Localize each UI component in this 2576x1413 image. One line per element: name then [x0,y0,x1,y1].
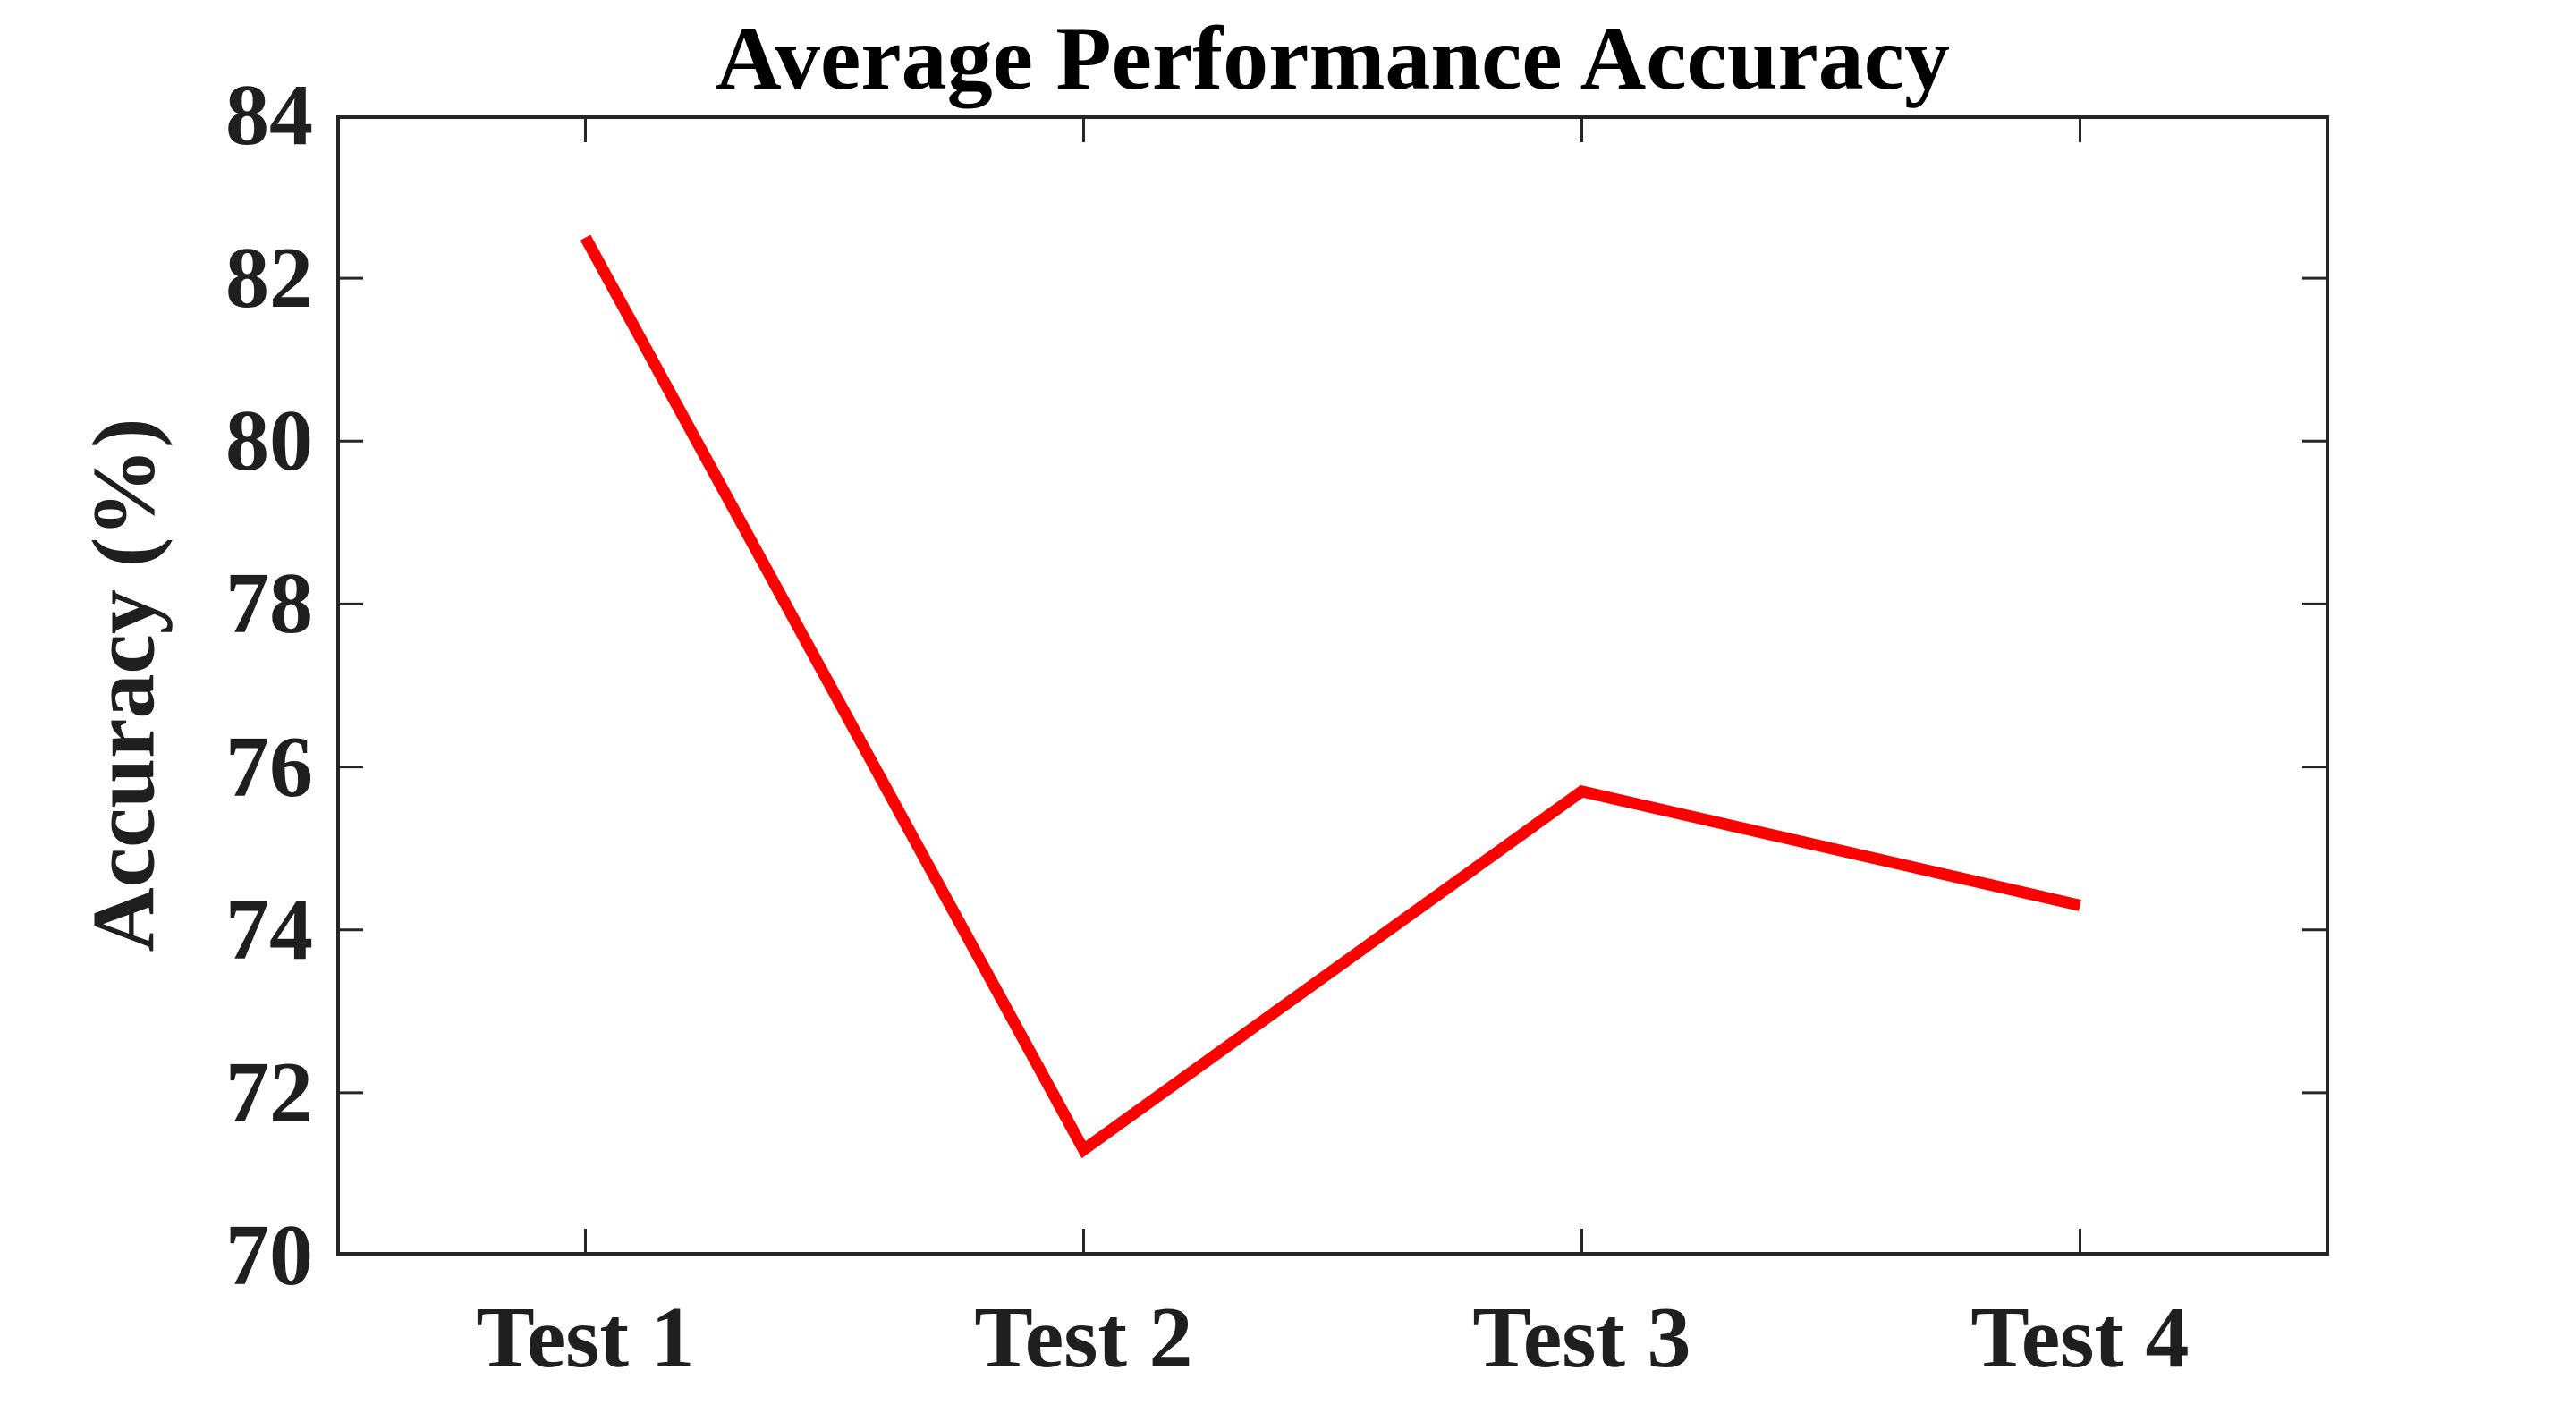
chart-title: Average Performance Accuracy [715,8,1951,109]
y-tick-label: 70 [225,1207,313,1304]
y-axis-label: Accuracy (%) [73,418,174,952]
y-tick-label: 76 [225,718,313,816]
x-tick-label: Test 3 [1472,1290,1691,1386]
y-tick-label: 74 [225,881,313,978]
y-tick-label: 78 [225,555,313,653]
y-tick-label: 80 [225,393,313,490]
y-tick-label: 84 [225,67,313,164]
data-line-series [580,234,2081,1159]
y-tick-label: 82 [225,230,313,327]
plot-area [336,115,2329,1256]
y-tick-label: 72 [225,1044,313,1141]
axes-box [336,115,2329,1256]
x-tick-label: Test 4 [1970,1290,2190,1386]
x-tick-label: Test 2 [974,1290,1193,1386]
x-tick-label: Test 1 [476,1290,695,1386]
line-chart-svg [336,115,2329,1256]
